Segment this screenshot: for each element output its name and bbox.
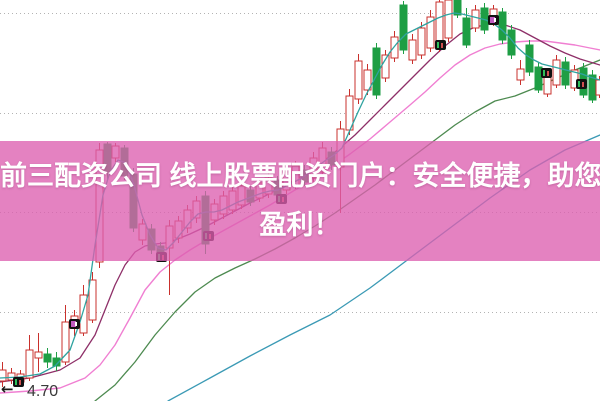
signal-marker-dot	[278, 196, 280, 202]
signal-marker-dot	[71, 321, 76, 327]
signal-marker-icon	[276, 194, 287, 204]
candle-up	[7, 372, 16, 381]
candle-up	[595, 79, 600, 96]
signal-marker-dot	[162, 255, 164, 260]
candle-up	[390, 36, 399, 59]
signal-marker-icon	[156, 252, 167, 262]
signal-marker-dot	[437, 42, 439, 48]
candle-down	[372, 47, 381, 96]
signal-marker-dot	[205, 233, 207, 239]
candle-down	[462, 17, 471, 46]
signal-marker-icon	[541, 68, 552, 78]
signal-marker-dot	[543, 70, 545, 76]
candle-down	[43, 353, 52, 363]
signal-marker-dot	[578, 81, 580, 87]
signal-marker-dot	[209, 234, 211, 239]
candle-up	[552, 59, 561, 86]
ma-slowest-cyan	[167, 134, 600, 401]
signal-marker-dot	[547, 71, 549, 76]
candle-down	[399, 4, 408, 51]
candle-up	[0, 369, 7, 382]
candle-down	[453, 0, 462, 16]
candle-up	[95, 149, 104, 263]
candle-down	[507, 29, 516, 56]
candle-up	[219, 195, 228, 215]
candle-down	[561, 61, 570, 86]
signal-marker-dot	[158, 254, 160, 260]
candle-up	[444, 0, 453, 39]
ma-fast-teal	[0, 12, 600, 379]
candle-down	[525, 44, 534, 73]
ma-slow-pink	[0, 40, 600, 394]
candle-up	[34, 351, 43, 359]
candle-up	[336, 128, 345, 168]
candle-up	[471, 9, 480, 29]
price-label: 4.70	[27, 383, 58, 400]
candle-down	[498, 11, 507, 41]
candle-down	[273, 179, 282, 196]
signal-marker-dot	[19, 380, 21, 385]
candle-up	[408, 39, 417, 61]
candle-up	[79, 294, 88, 334]
candle-up	[138, 223, 147, 241]
candle-up	[61, 321, 70, 363]
signal-marker-dot	[282, 197, 284, 202]
signal-marker-dot	[15, 379, 17, 385]
signal-marker-dot	[494, 18, 496, 22]
candle-up	[25, 349, 34, 379]
candle-down	[52, 357, 61, 367]
candle-up	[354, 60, 363, 100]
candle-up	[255, 182, 264, 199]
candle-up	[363, 69, 372, 91]
candle-up	[111, 145, 120, 159]
signal-marker-dot	[490, 17, 495, 23]
signal-marker-dot	[441, 43, 443, 48]
candle-down	[103, 143, 112, 173]
candle-up	[516, 68, 525, 81]
signal-marker-icon	[13, 377, 24, 387]
candle-up	[417, 27, 426, 56]
ma-mid-purple	[0, 23, 600, 383]
candle-up	[88, 279, 97, 321]
signal-marker-icon	[203, 231, 214, 241]
signal-marker-icon	[435, 40, 446, 50]
candle-up	[381, 54, 390, 79]
candle-up	[426, 16, 435, 49]
candle-down	[534, 66, 543, 91]
signal-marker-dot	[582, 82, 584, 87]
signal-marker-icon	[576, 79, 587, 89]
candle-up	[228, 190, 237, 211]
start-arrow-icon: ←	[1, 380, 14, 398]
signal-marker-dot	[75, 322, 77, 326]
